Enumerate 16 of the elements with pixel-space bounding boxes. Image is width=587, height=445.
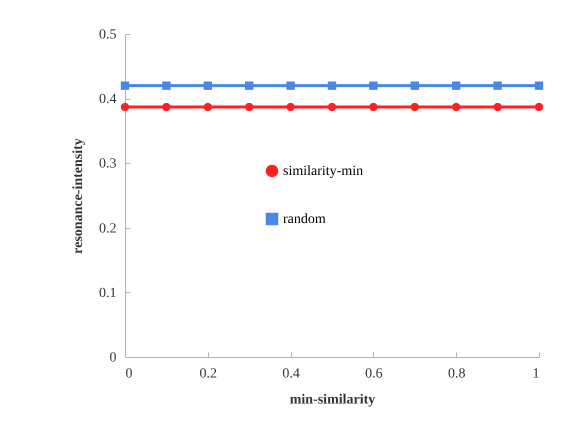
y-tick-label: 0.3 [99,156,116,172]
x-axis-title: min-similarity [290,392,376,408]
y-tick-label: 0.2 [99,221,116,236]
x-tick-label: 0.8 [448,366,466,382]
legend-label: random [283,212,326,227]
legend-label: similarity-min [283,164,364,179]
x-tick-label: 1 [532,366,540,382]
y-tick-label: 0.1 [99,286,116,301]
y-tick-label: 0 [110,350,116,366]
x-tick-label: 0 [126,366,132,382]
y-tick-label: 0.5 [99,28,116,42]
x-tick-label: 0.4 [282,366,300,382]
y-tick-label: 0.4 [99,92,116,108]
x-tick-label: 0.2 [200,366,218,382]
x-tick-label: 0.6 [365,366,383,382]
y-axis-title: resonance-intensity [71,138,86,254]
